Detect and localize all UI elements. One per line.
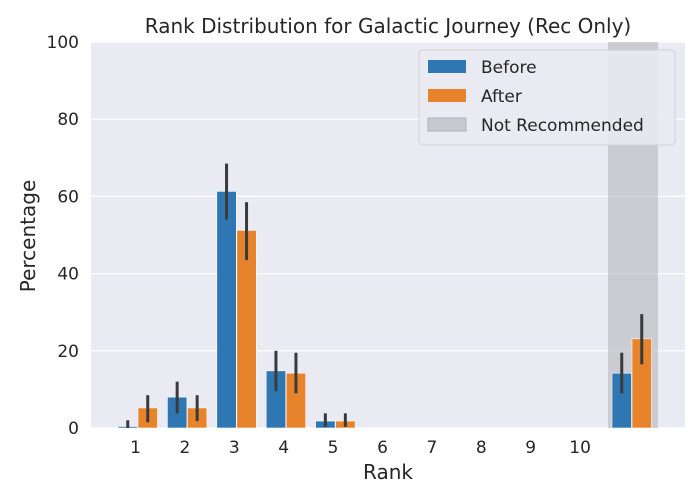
x-tick-label-4: 4 bbox=[278, 438, 289, 458]
y-tick-label-60: 60 bbox=[57, 187, 79, 207]
legend-swatch-not-recommended bbox=[427, 117, 467, 132]
x-tick-label-10: 10 bbox=[569, 438, 591, 458]
x-tick-label-2: 2 bbox=[179, 438, 190, 458]
legend: Before After Not Recommended bbox=[418, 49, 676, 146]
x-tick-labels: 1 2 3 4 5 6 7 8 9 10 bbox=[130, 438, 591, 458]
x-tick-label-7: 7 bbox=[426, 438, 437, 458]
chart-title: Rank Distribution for Galactic Journey (… bbox=[145, 14, 631, 38]
y-tick-label-100: 100 bbox=[47, 33, 79, 53]
x-tick-label-9: 9 bbox=[525, 438, 536, 458]
legend-label-not-recommended: Not Recommended bbox=[481, 116, 644, 136]
error-bars bbox=[126, 163, 644, 428]
y-tick-label-0: 0 bbox=[68, 419, 79, 439]
x-tick-label-5: 5 bbox=[328, 438, 339, 458]
x-tick-label-6: 6 bbox=[377, 438, 388, 458]
legend-label-after: After bbox=[481, 87, 522, 107]
bar-before-3 bbox=[216, 191, 237, 429]
x-tick-label-8: 8 bbox=[476, 438, 487, 458]
legend-box bbox=[418, 49, 676, 146]
legend-label-before: Before bbox=[481, 58, 537, 78]
x-axis-label: Rank bbox=[363, 460, 413, 484]
y-axis-label: Percentage bbox=[16, 180, 40, 293]
y-tick-labels: 0 20 40 60 80 100 bbox=[47, 33, 79, 439]
legend-swatch-before bbox=[428, 60, 466, 73]
y-tick-label-80: 80 bbox=[57, 110, 79, 130]
legend-swatch-after bbox=[428, 89, 466, 102]
x-tick-label-3: 3 bbox=[229, 438, 240, 458]
y-tick-label-20: 20 bbox=[57, 342, 79, 362]
y-tick-label-40: 40 bbox=[57, 265, 79, 285]
x-tick-label-1: 1 bbox=[130, 438, 141, 458]
